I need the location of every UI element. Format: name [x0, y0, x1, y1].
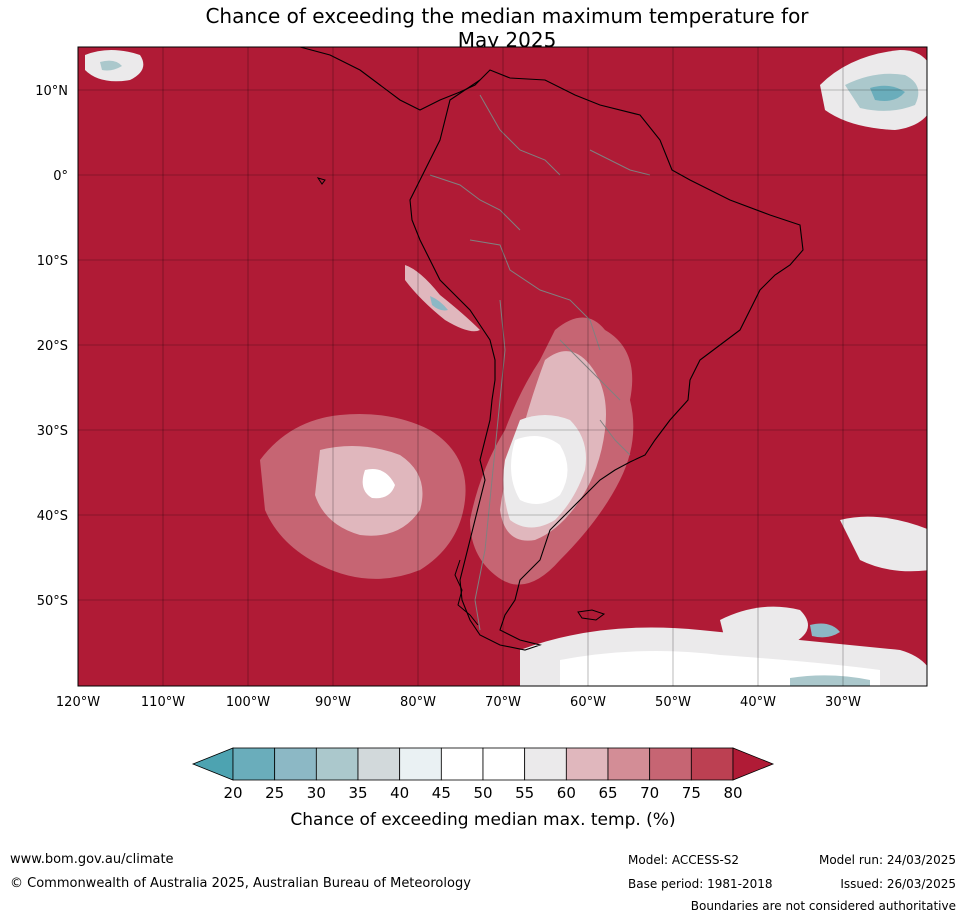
coastlines [299, 47, 804, 651]
colorbar-bin [565, 747, 609, 781]
falkland-islands [577, 609, 606, 621]
map-frame [77, 46, 928, 687]
colorbar-tick-label: 30 [307, 784, 326, 802]
border-chile-argentina [474, 299, 506, 631]
colorbar-extend-high [732, 747, 775, 781]
footer-base-period: Base period: 1981-2018 [628, 877, 773, 891]
colorbar-bin [524, 747, 567, 781]
chile-archipelago [454, 559, 479, 626]
lat-label: 0° [53, 169, 68, 184]
colorbar-tick-label: 55 [515, 784, 534, 802]
colorbar-bin [607, 747, 651, 781]
colorbar-extend-low [191, 747, 234, 781]
lon-label: 50°W [655, 695, 691, 710]
colorbar-bin [357, 747, 401, 781]
lat-label: 10°N [35, 84, 68, 99]
lat-label: 10°S [37, 254, 68, 269]
colorbar-tick-label: 20 [223, 784, 242, 802]
colorbar-tick-label: 25 [265, 784, 284, 802]
lat-label: 20°S [37, 339, 68, 354]
lat-label: 50°S [37, 594, 68, 609]
contour-satlantic-35 [790, 675, 870, 686]
probability-contours [85, 50, 927, 686]
colorbar-tick-label: 80 [723, 784, 742, 802]
colorbar-bin [440, 747, 484, 781]
colorbar-tick-label: 50 [473, 784, 492, 802]
colorbar-tick-label: 40 [390, 784, 409, 802]
lon-label: 90°W [315, 695, 351, 710]
footer-website: www.bom.gov.au/climate [10, 852, 174, 867]
contour-argentina-50 [511, 436, 568, 504]
lon-label: 70°W [485, 695, 521, 710]
title-line-1: Chance of exceeding the median maximum t… [205, 4, 809, 28]
footer-model: Model: ACCESS-S2 [628, 853, 740, 867]
map-background [78, 47, 927, 686]
country-borders [429, 94, 651, 631]
colorbar-tick-label: 35 [348, 784, 367, 802]
latitude-labels: 10°N 0° 10°S 20°S 30°S 40°S 50°S [35, 84, 68, 609]
lon-label: 120°W [56, 695, 100, 710]
galapagos [316, 177, 326, 185]
lon-label: 80°W [400, 695, 436, 710]
lon-label: 60°W [570, 695, 606, 710]
border-brazil-west [469, 239, 601, 351]
colorbar-bin [232, 747, 276, 781]
border-bolivia-paraguay [559, 339, 621, 401]
contour-npacific-cool [100, 60, 122, 71]
colorbar-bin [399, 747, 442, 781]
lat-label: 30°S [37, 424, 68, 439]
contour-pacific-50 [362, 469, 395, 499]
colorbar-bin [649, 747, 692, 781]
lon-label: 30°W [825, 695, 861, 710]
lon-label: 100°W [226, 695, 270, 710]
contour-se-atlantic-lower [720, 606, 808, 647]
contour-se-atlantic-cool [810, 623, 840, 638]
longitude-labels: 120°W 110°W 100°W 90°W 80°W 70°W 60°W 50°W 40°W 3… [56, 695, 861, 710]
contour-peru-coast-cool [430, 296, 448, 311]
contour-se-atlantic [840, 516, 927, 572]
central-america-coastline [299, 47, 481, 111]
border-argentina-uruguay [599, 419, 631, 456]
colorbar-tick-label: 60 [557, 784, 576, 802]
south-america-coastline [409, 69, 804, 651]
contour-natlantic-30 [870, 85, 905, 101]
colorbar-bin [274, 747, 317, 781]
colorbar-label: Chance of exceeding median max. temp. (%… [290, 810, 675, 830]
contour-peru-coast [405, 265, 480, 332]
colorbar-bin [482, 747, 526, 781]
footer-model-run: Model run: 24/03/2025 [818, 853, 956, 867]
colorbar-bin [315, 747, 359, 781]
footer-issued: Issued: 26/03/2025 [840, 877, 956, 891]
colorbar-tick-label: 45 [432, 784, 451, 802]
lon-label: 110°W [141, 695, 185, 710]
lat-label: 40°S [37, 509, 68, 524]
lon-label: 40°W [740, 695, 776, 710]
footer-disclaimer: Boundaries are not considered authoritat… [690, 899, 956, 913]
footer-copyright: © Commonwealth of Australia 2025, Austra… [10, 876, 471, 891]
colorbar: 20 25 30 35 40 45 50 55 60 65 70 75 80 [191, 747, 775, 802]
colorbar-tick-label: 65 [598, 784, 617, 802]
border-guianas [589, 149, 651, 176]
colorbar-bin [690, 747, 734, 781]
border-colombia-peru [429, 174, 521, 231]
map-title: Chance of exceeding the median maximum t… [0, 4, 965, 52]
border-colombia-venezuela [479, 94, 561, 176]
colorbar-tick-label: 75 [682, 784, 701, 802]
colorbar-tick-label: 70 [640, 784, 659, 802]
